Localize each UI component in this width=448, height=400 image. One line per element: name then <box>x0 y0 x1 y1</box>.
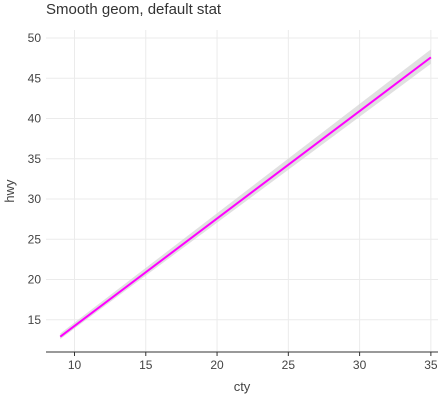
y-axis-title: hwy <box>2 179 17 203</box>
y-tick-label: 50 <box>28 31 42 45</box>
x-axis-ticks: 10 15 20 25 30 35 <box>68 352 438 372</box>
x-tick-label: 20 <box>210 358 224 372</box>
y-tick-label: 35 <box>28 152 42 166</box>
y-tick-label: 25 <box>28 232 42 246</box>
y-tick-label: 45 <box>28 71 42 85</box>
y-tick-label: 15 <box>28 313 42 327</box>
chart-title: Smooth geom, default stat <box>46 1 222 18</box>
x-tick-label: 15 <box>139 358 153 372</box>
x-tick-label: 35 <box>424 358 438 372</box>
x-tick-label: 30 <box>353 358 367 372</box>
y-axis-ticks: 15 20 25 30 35 40 45 50 <box>28 31 42 327</box>
y-tick-label: 40 <box>28 112 42 126</box>
x-tick-label: 25 <box>282 358 296 372</box>
smooth-line-layer <box>59 56 432 338</box>
y-tick-label: 20 <box>28 273 42 287</box>
y-tick-label: 30 <box>28 192 42 206</box>
smooth-line <box>59 56 432 338</box>
grid <box>46 30 438 352</box>
x-tick-label: 10 <box>68 358 82 372</box>
x-axis-title: cty <box>234 379 251 394</box>
